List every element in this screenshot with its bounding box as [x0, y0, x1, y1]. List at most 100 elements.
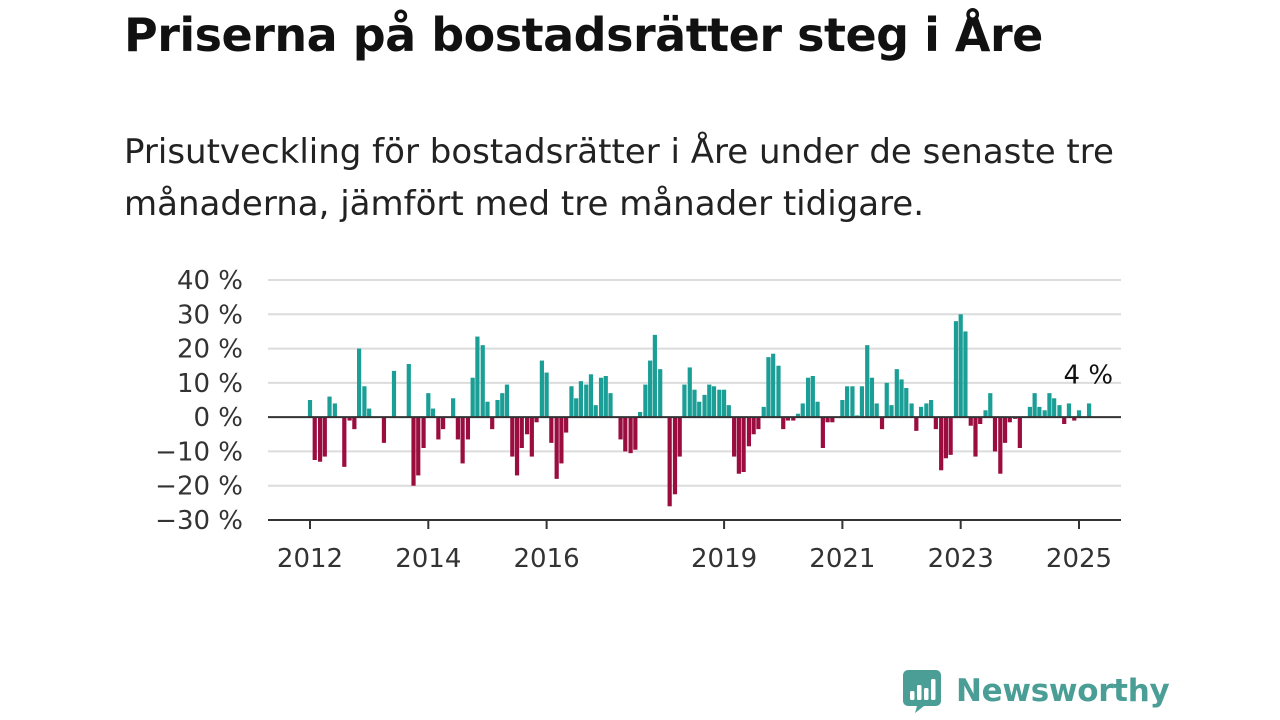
bar [500, 393, 505, 418]
bar [332, 403, 337, 418]
bar [652, 334, 657, 418]
bar [588, 374, 594, 418]
y-axis-labels: 40 % 30 % 20 % 10 % 0 % −10 % −20 % −30 % [155, 266, 243, 536]
bar [317, 417, 323, 462]
bar [637, 412, 643, 418]
bar [815, 401, 820, 418]
bar [633, 417, 638, 450]
bar [598, 377, 604, 418]
bar [992, 417, 998, 452]
bar [421, 417, 426, 448]
bar [805, 377, 811, 418]
bar [1066, 403, 1072, 418]
bar [307, 400, 313, 418]
bar [440, 417, 446, 430]
bar [761, 406, 766, 418]
bar [1062, 417, 1067, 424]
bar [618, 417, 623, 440]
bar [825, 417, 830, 423]
y-tick-label: 10 % [177, 369, 243, 399]
latest-value-label: 4 % [1064, 360, 1114, 390]
bar [381, 417, 387, 443]
bar [889, 405, 894, 418]
bar [534, 417, 539, 423]
bar [490, 417, 495, 430]
bar [430, 408, 436, 418]
bar [692, 389, 697, 418]
bar [702, 394, 707, 418]
bar [717, 389, 722, 418]
y-tick-label: 40 % [177, 266, 243, 296]
bar [879, 417, 885, 430]
bar [524, 417, 530, 435]
y-tick-label: 0 % [193, 403, 243, 433]
bar [352, 417, 357, 430]
bar [968, 417, 973, 426]
bar [574, 398, 579, 418]
chart-subtitle: Prisutveckling för bostadsrätter i Åre u… [124, 132, 1114, 224]
bar [1037, 406, 1042, 418]
bar [1007, 417, 1012, 423]
y-tick-label: −10 % [155, 437, 243, 467]
bar [1027, 406, 1033, 418]
bar [510, 417, 515, 457]
bar [1086, 403, 1092, 418]
bar [608, 393, 613, 418]
bar [963, 331, 968, 418]
bar [800, 403, 805, 418]
bar [578, 381, 584, 418]
bar [603, 376, 608, 418]
bar [1072, 417, 1077, 421]
bar [436, 417, 441, 440]
y-tick-label: −20 % [155, 472, 243, 502]
bar [1047, 393, 1052, 418]
bar [751, 417, 756, 435]
bar [820, 417, 825, 448]
bar [1042, 410, 1047, 418]
newsworthy-logo-icon [903, 670, 941, 713]
bar [362, 386, 367, 418]
bar [519, 417, 524, 448]
bar [475, 336, 480, 418]
bar [904, 388, 909, 418]
bar [648, 360, 653, 418]
bar [973, 417, 978, 457]
bar [682, 384, 687, 418]
x-axis-labels: 2012 2014 2016 2019 2021 2023 2025 [277, 544, 1112, 574]
bar [539, 360, 544, 418]
bars [307, 314, 1092, 507]
bar [707, 384, 712, 418]
bar [514, 417, 520, 476]
bar [322, 417, 327, 457]
bar [1052, 398, 1057, 418]
bar [746, 417, 752, 447]
bar [771, 353, 776, 418]
bar [347, 417, 352, 421]
bar [529, 417, 534, 457]
bar [998, 417, 1003, 474]
bar [810, 376, 815, 418]
bar [953, 321, 959, 418]
bar [391, 370, 397, 418]
bar [1032, 393, 1037, 418]
x-tick-label: 2025 [1046, 544, 1112, 574]
x-tick-label: 2023 [928, 544, 994, 574]
bar [884, 382, 889, 418]
bar [411, 417, 416, 486]
bar [584, 384, 589, 418]
bar [894, 369, 899, 418]
bar [1002, 417, 1008, 443]
bar [929, 400, 934, 418]
bar [569, 386, 574, 418]
bar [766, 357, 771, 418]
bar [983, 410, 988, 418]
bar [840, 400, 845, 418]
bar [697, 401, 702, 418]
bar [549, 417, 554, 443]
bar [465, 417, 471, 440]
bar [859, 386, 865, 418]
bar [830, 417, 835, 423]
bar [850, 386, 855, 418]
bar [593, 405, 598, 418]
bar [943, 417, 949, 459]
